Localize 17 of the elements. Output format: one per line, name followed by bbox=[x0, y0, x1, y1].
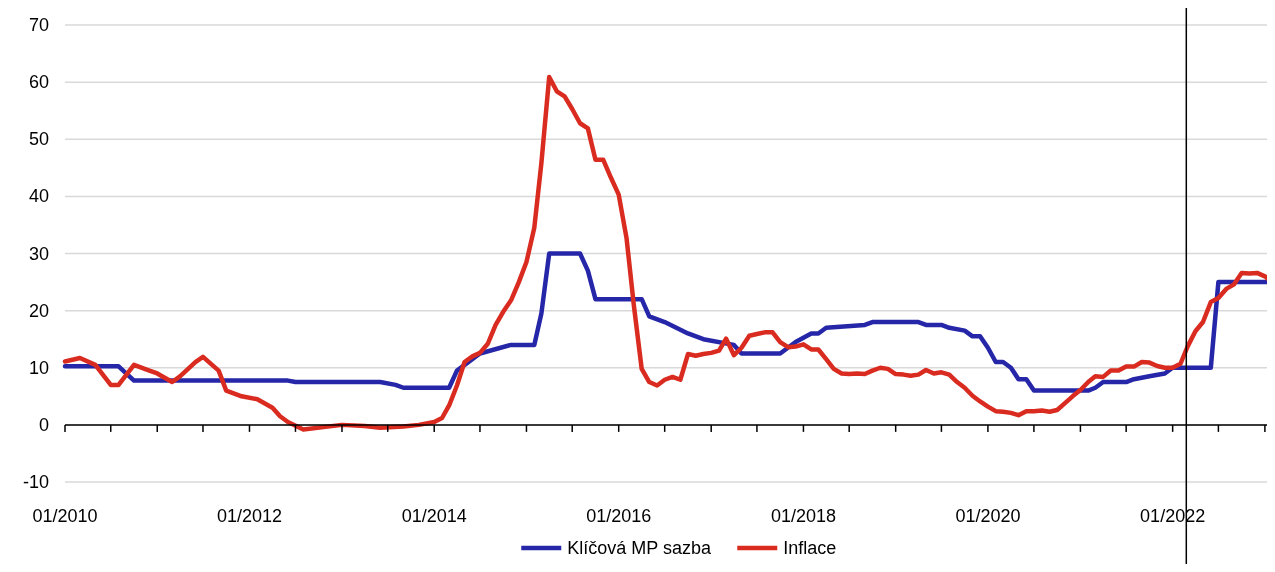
x-tick-label: 01/2018 bbox=[770, 506, 836, 526]
x-tick-label: 01/2014 bbox=[401, 506, 467, 526]
y-tick-label: 30 bbox=[28, 243, 49, 264]
legend-label: Inflace bbox=[783, 538, 837, 558]
y-tick-label: -10 bbox=[22, 472, 49, 492]
x-tick-label: 01/2012 bbox=[216, 506, 283, 526]
x-tick-label: 01/2016 bbox=[586, 506, 652, 526]
y-tick-label: 50 bbox=[28, 129, 49, 150]
y-tick-label: 60 bbox=[28, 72, 49, 93]
y-tick-label: 70 bbox=[28, 15, 49, 35]
y-tick-label: 40 bbox=[28, 186, 49, 207]
y-tick-label: 20 bbox=[28, 300, 49, 321]
legend-label: Klíčová MP sazba bbox=[567, 538, 712, 558]
x-tick-label: 01/2020 bbox=[955, 506, 1021, 526]
y-tick-label: 10 bbox=[28, 357, 49, 378]
x-tick-label: 01/2010 bbox=[32, 506, 98, 526]
y-tick-label: 0 bbox=[38, 414, 49, 435]
